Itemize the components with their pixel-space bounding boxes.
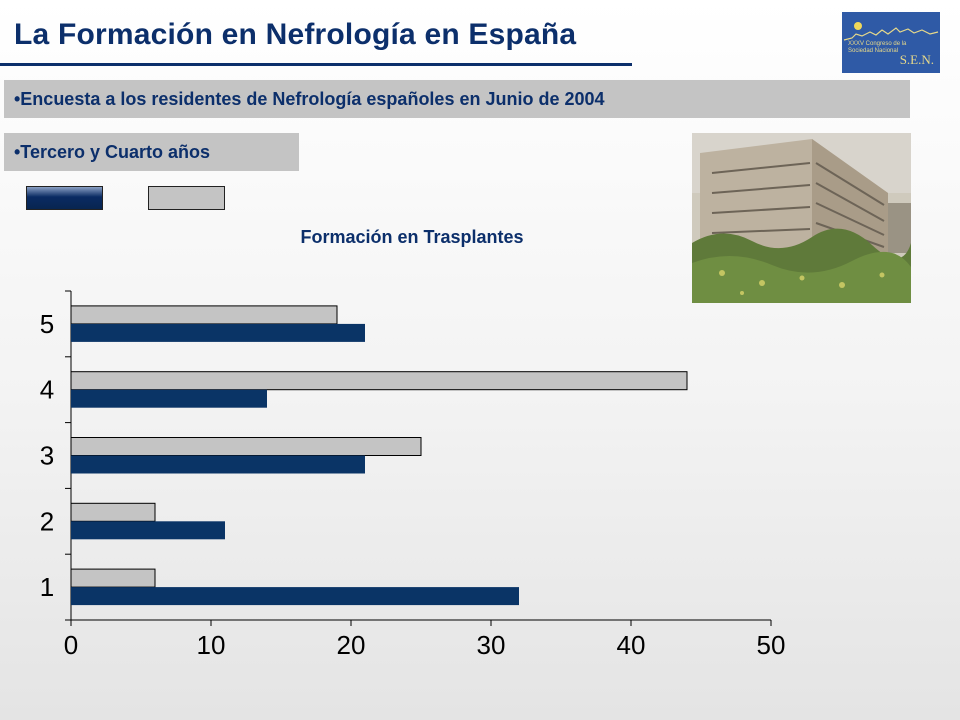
bar-light-cat-3 — [70, 437, 422, 456]
legend-swatch-light — [148, 186, 225, 210]
bar-light-cat-5 — [70, 305, 338, 325]
y-tick-label: 5 — [40, 309, 54, 339]
bar-dark-cat-2 — [71, 521, 225, 540]
bar-dark-cat-5 — [71, 323, 365, 342]
survey-bullet: •Encuesta a los residentes de Nefrología… — [14, 89, 605, 109]
y-tick-label: 1 — [40, 572, 54, 602]
bar-dark-cat-1 — [71, 587, 519, 606]
bar-dark-cat-4 — [71, 389, 267, 408]
congress-logo: XXXV Congreso de la Sociedad Nacional S.E… — [842, 12, 940, 73]
y-tick-label: 3 — [40, 441, 54, 471]
y-tick-label: 4 — [40, 375, 54, 405]
sun-icon — [854, 22, 862, 30]
y-tick-label: 2 — [40, 506, 54, 536]
bar-dark-cat-3 — [71, 455, 365, 474]
title-underline — [0, 63, 632, 66]
x-tick-label: 30 — [477, 630, 506, 660]
x-tick-label: 40 — [617, 630, 646, 660]
x-tick-label: 0 — [64, 630, 78, 660]
bar-light-cat-4 — [70, 371, 688, 391]
legend-swatch-dark — [26, 186, 103, 210]
x-tick-label: 50 — [757, 630, 786, 660]
logo-congress-text: XXXV Congreso de la Sociedad Nacional — [848, 41, 907, 54]
x-tick-label: 10 — [197, 630, 226, 660]
page-title: La Formación en Nefrología en España — [14, 18, 577, 51]
years-band: •Tercero y Cuarto años — [4, 133, 299, 171]
years-bullet: •Tercero y Cuarto años — [14, 142, 211, 162]
logo-sen-text: S.E.N. — [899, 52, 934, 67]
bar-light-cat-1 — [70, 568, 156, 588]
chart-title: Formación en Trasplantes — [300, 227, 524, 247]
bar-light-cat-2 — [70, 502, 156, 522]
x-tick-label: 20 — [337, 630, 366, 660]
hospital-photo — [692, 133, 911, 303]
survey-band: •Encuesta a los residentes de Nefrología… — [4, 80, 910, 118]
